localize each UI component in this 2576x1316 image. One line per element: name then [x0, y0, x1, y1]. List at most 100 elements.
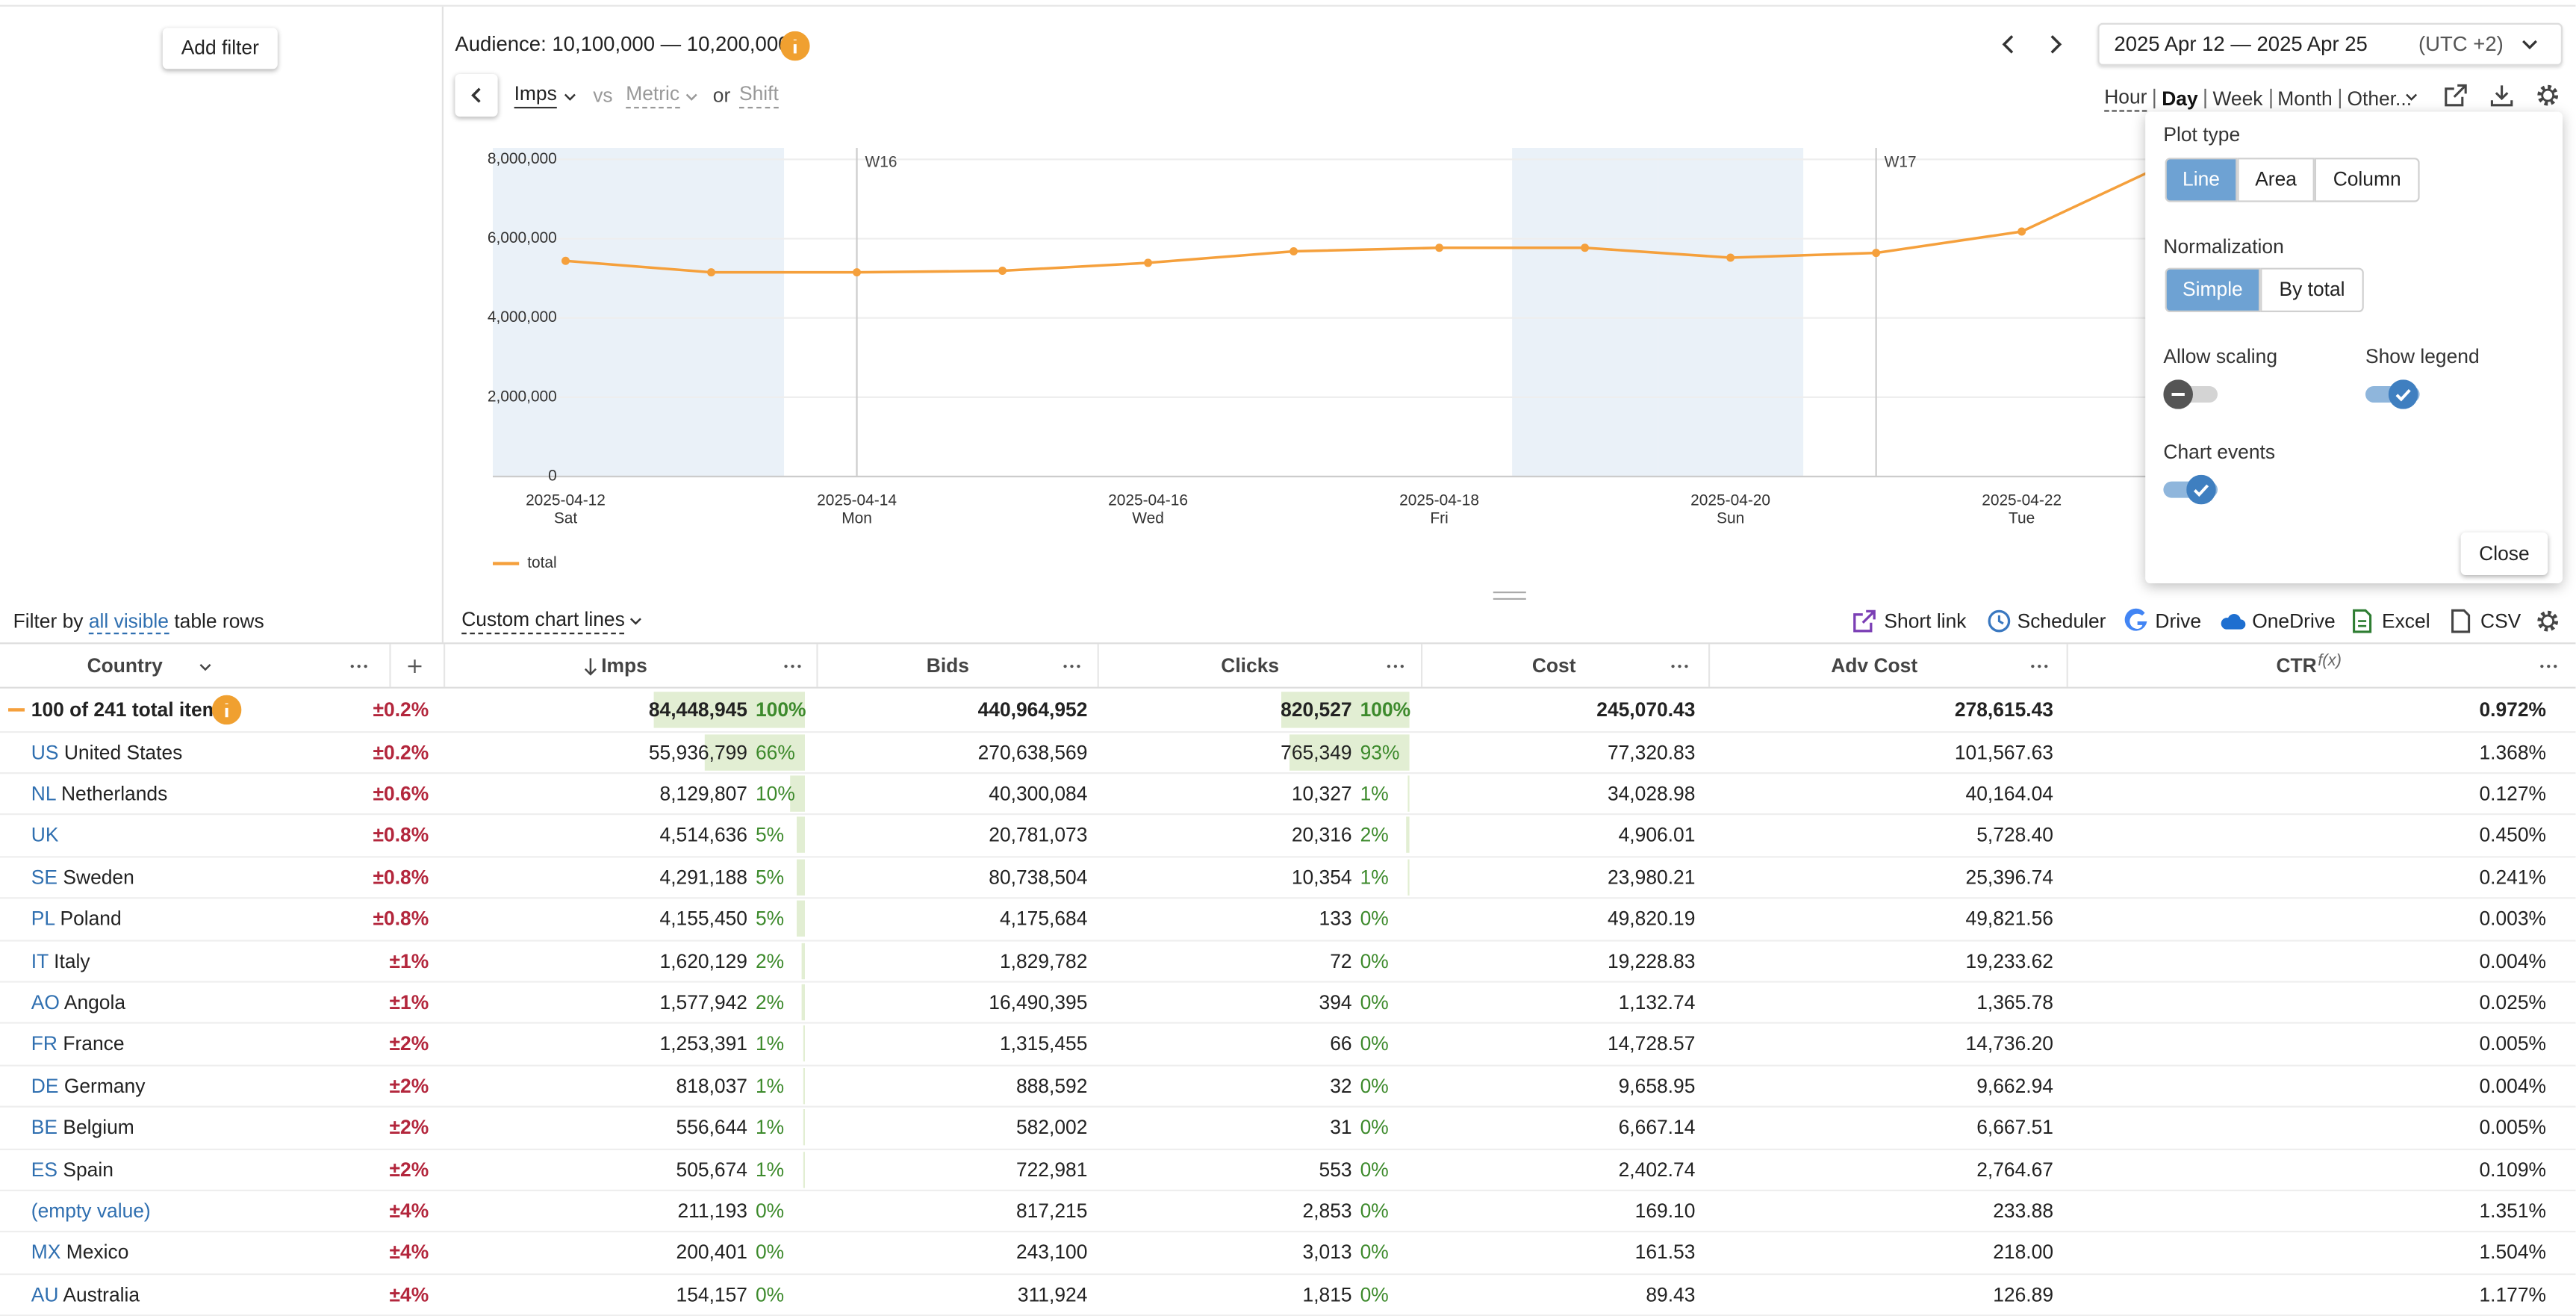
country-name[interactable]: Poland: [60, 907, 122, 931]
action-icon[interactable]: [2124, 608, 2150, 634]
country-code[interactable]: ES: [31, 1157, 58, 1181]
column-header[interactable]: Clicks: [1221, 654, 1280, 677]
prev-button[interactable]: [1996, 31, 2022, 58]
option-button[interactable]: By total: [2260, 267, 2364, 312]
column-header[interactable]: Bids: [926, 654, 969, 677]
option-label[interactable]: Area: [2255, 167, 2297, 191]
country-code[interactable]: (empty value): [31, 1199, 151, 1223]
column-menu[interactable]: [2028, 655, 2050, 677]
column-menu[interactable]: [2537, 655, 2559, 677]
toggle-knob[interactable]: [2186, 474, 2216, 505]
custom-lines-toggle[interactable]: [626, 611, 645, 630]
toggle-knob[interactable]: [2388, 379, 2418, 409]
country-code[interactable]: SE: [31, 865, 58, 889]
country-name[interactable]: Spain: [63, 1157, 113, 1181]
column-header[interactable]: CTR: [2276, 654, 2317, 677]
country-name[interactable]: Belgium: [63, 1116, 134, 1139]
metric2-toggle[interactable]: [682, 87, 701, 107]
metric-toggle[interactable]: [560, 87, 579, 107]
date-range-toggle[interactable]: [2516, 31, 2542, 58]
action-label[interactable]: Short link: [1884, 609, 1967, 633]
metric2[interactable]: Metric: [626, 82, 680, 109]
option-label[interactable]: By total: [2279, 277, 2345, 301]
country-cell[interactable]: FR France: [31, 1031, 125, 1057]
country-name[interactable]: Italy: [54, 949, 90, 972]
option-label[interactable]: Simple: [2183, 277, 2243, 301]
country-name[interactable]: Sweden: [63, 865, 134, 889]
close-button[interactable]: Close: [2460, 532, 2548, 575]
granularity-toggle[interactable]: [2401, 87, 2421, 107]
back-icon[interactable]: [463, 82, 489, 108]
country-code[interactable]: BE: [31, 1116, 58, 1139]
option-button[interactable]: Line: [2165, 158, 2238, 202]
country-name[interactable]: Angola: [63, 990, 126, 1014]
country-code[interactable]: UK: [31, 823, 59, 847]
column-header[interactable]: Adv Cost: [1831, 654, 1918, 677]
country-cell[interactable]: ES Spain: [31, 1156, 113, 1182]
action-icon[interactable]: [1851, 608, 1877, 634]
country-name[interactable]: France: [63, 1032, 125, 1056]
option-label[interactable]: Column: [2333, 167, 2401, 191]
country-code[interactable]: NL: [31, 781, 56, 805]
country-code[interactable]: AU: [31, 1282, 59, 1306]
action-icon[interactable]: [1986, 608, 2012, 634]
filter-link[interactable]: all visible: [88, 609, 169, 635]
option-button[interactable]: Simple: [2165, 267, 2261, 312]
date-range-box[interactable]: [2097, 22, 2563, 66]
column-header[interactable]: Country: [87, 654, 163, 677]
country-cell[interactable]: SE Sweden: [31, 864, 134, 890]
country-name[interactable]: United States: [63, 740, 183, 763]
country-cell[interactable]: AO Angola: [31, 989, 125, 1015]
country-code[interactable]: DE: [31, 1074, 59, 1097]
action-label[interactable]: OneDrive: [2252, 609, 2336, 633]
country-name[interactable]: Mexico: [66, 1241, 129, 1264]
country-cell[interactable]: BE Belgium: [31, 1114, 134, 1140]
table-settings[interactable]: [2535, 608, 2561, 634]
country-name[interactable]: Netherlands: [60, 781, 168, 805]
country-cell[interactable]: PL Poland: [31, 905, 122, 931]
country-code[interactable]: IT: [31, 949, 49, 972]
country-code[interactable]: FR: [31, 1032, 57, 1056]
shift[interactable]: Shift: [739, 82, 779, 109]
country-cell[interactable]: (empty value): [31, 1198, 151, 1224]
action-label[interactable]: Scheduler: [2017, 609, 2106, 633]
country-cell[interactable]: US United States: [31, 739, 183, 765]
option-button[interactable]: Area: [2237, 158, 2315, 202]
granularity-option[interactable]: Other...: [2347, 86, 2412, 110]
country-cell[interactable]: UK: [31, 822, 59, 848]
action-label[interactable]: CSV: [2480, 609, 2521, 633]
custom-chart-lines[interactable]: Custom chart lines: [461, 608, 625, 635]
country-code[interactable]: PL: [31, 907, 55, 931]
add-column[interactable]: [403, 655, 425, 677]
action-label[interactable]: Excel: [2382, 609, 2430, 633]
info-icon[interactable]: [780, 31, 810, 61]
metric[interactable]: Imps: [514, 82, 557, 109]
column-header[interactable]: Imps: [601, 654, 647, 677]
country-name[interactable]: Germany: [63, 1074, 146, 1097]
country-code[interactable]: MX: [31, 1241, 61, 1264]
granularity-option[interactable]: Month: [2277, 86, 2333, 110]
toggle-knob[interactable]: [2163, 379, 2193, 409]
country-cell[interactable]: NL Netherlands: [31, 780, 168, 807]
column-header[interactable]: Cost: [1531, 654, 1576, 677]
granularity-option[interactable]: Day: [2162, 86, 2198, 110]
country-cell[interactable]: IT Italy: [31, 947, 90, 973]
column-menu[interactable]: [347, 655, 369, 677]
option-button[interactable]: Column: [2314, 158, 2420, 202]
granularity-option[interactable]: Hour: [2104, 84, 2147, 112]
granularity-option[interactable]: Week: [2212, 86, 2263, 110]
country-cell[interactable]: MX Mexico: [31, 1239, 129, 1265]
country-code[interactable]: US: [31, 740, 59, 763]
action-icon[interactable]: [2219, 608, 2246, 634]
option-label[interactable]: Line: [2183, 167, 2220, 191]
country-cell[interactable]: AU Australia: [31, 1281, 140, 1307]
column-menu[interactable]: [1060, 655, 1082, 677]
country-name[interactable]: Australia: [63, 1282, 140, 1306]
download[interactable]: [2489, 82, 2515, 108]
chart-settings[interactable]: [2535, 82, 2561, 108]
sort-arrow[interactable]: [579, 655, 601, 677]
country-code[interactable]: AO: [31, 990, 60, 1014]
action-icon[interactable]: [2448, 608, 2474, 634]
column-menu[interactable]: [781, 655, 803, 677]
column-menu[interactable]: [1668, 655, 1690, 677]
